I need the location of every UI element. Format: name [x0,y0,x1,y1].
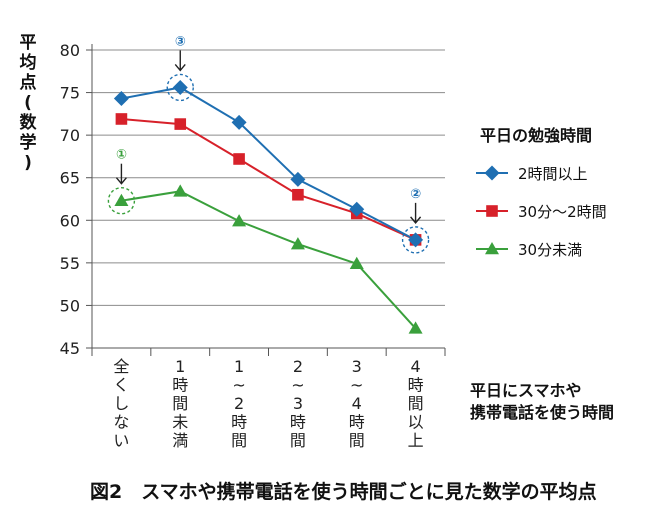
legend-item: 30分未満 [476,241,582,259]
data-point-square [115,113,128,125]
x-tick-label: 3 ~4 時間 [349,357,365,450]
data-point-triangle [114,193,129,206]
series-square [115,113,422,246]
data-point-diamond [231,114,247,130]
annotation-arrowhead [115,177,127,185]
series-group [113,79,424,334]
annotation-marker: ① [107,148,136,215]
y-tick-label: 65 [60,169,80,188]
legend-item: 30分〜2時間 [476,203,607,221]
y-axis-label: 平均点(数学) [20,33,38,173]
x-axis-title-line: 平日にスマホや [470,381,582,400]
annotation-dashed-circle [401,226,430,254]
data-point-diamond [349,201,365,217]
x-tick-label: 1 時間未満 [172,357,188,450]
y-tick-label: 80 [60,41,80,60]
x-tick-label: 2 ~3 時間 [290,357,306,450]
data-point-diamond [113,91,129,107]
annotation-arrowhead [410,216,422,224]
series-line [121,86,417,241]
y-tick-label: 45 [60,339,80,358]
x-tick-label: 全くしない [113,357,129,450]
x-axis-ticks: 全くしない 1 時間未満 1 ~2 時間 2 ~3 時間 3 ~4 時間 4 時間以上 [91,348,446,450]
legend-item: 2時間以上 [476,165,588,183]
annotation-arrowhead [174,64,186,72]
data-point-diamond [408,232,424,248]
annotation-number: ② [410,187,421,202]
data-point-triangle [485,242,499,255]
data-point-triangle [349,256,364,269]
x-tick-label: 1 ~2 時間 [231,357,247,450]
data-point-square [292,188,304,201]
data-point-triangle [408,321,423,334]
legend-label: 30分未満 [518,241,582,259]
series-triangle [114,184,423,334]
legend: 平日の勉強時間 2時間以上 30分〜2時間 30分未満 [476,126,607,259]
y-tick-label: 75 [60,84,80,103]
y-tick-label: 50 [60,296,80,315]
x-axis-title-line: 携帯電話を使う時間 [470,403,614,422]
annotation-marker: ② [401,187,430,254]
data-point-triangle [173,184,188,197]
data-point-triangle [290,237,305,250]
data-point-diamond [290,171,306,187]
legend-label: 30分〜2時間 [518,203,607,221]
data-point-square [486,205,498,217]
y-axis-ticks: 45 50 55 60 65 70 75 80 [60,41,92,358]
data-point-square [233,153,245,165]
legend-title: 平日の勉強時間 [480,126,592,145]
data-point-square [174,118,187,130]
data-point-diamond [172,79,188,95]
series-line [121,190,417,330]
data-point-triangle [232,214,247,227]
y-tick-label: 60 [60,211,80,230]
annotation-dashed-circle [107,187,136,215]
annotation-number: ③ [175,34,186,49]
annotation-number: ① [116,148,127,163]
y-axis-title: 平均点(数学) [20,33,38,173]
y-tick-label: 55 [60,254,80,273]
annotations: ① ③ ② [107,34,430,254]
series-diamond [113,79,424,248]
annotation-marker: ③ [166,34,194,102]
annotation-dashed-circle [166,73,194,102]
legend-label: 2時間以上 [518,165,588,183]
x-tick-label: 4 時間以上 [408,357,424,450]
chart-caption: 図2 スマホや携帯電話を使う時間ごとに見た数学の平均点 [90,480,597,503]
series-line [121,117,416,241]
data-point-diamond [484,165,500,181]
y-tick-label: 70 [60,126,80,145]
